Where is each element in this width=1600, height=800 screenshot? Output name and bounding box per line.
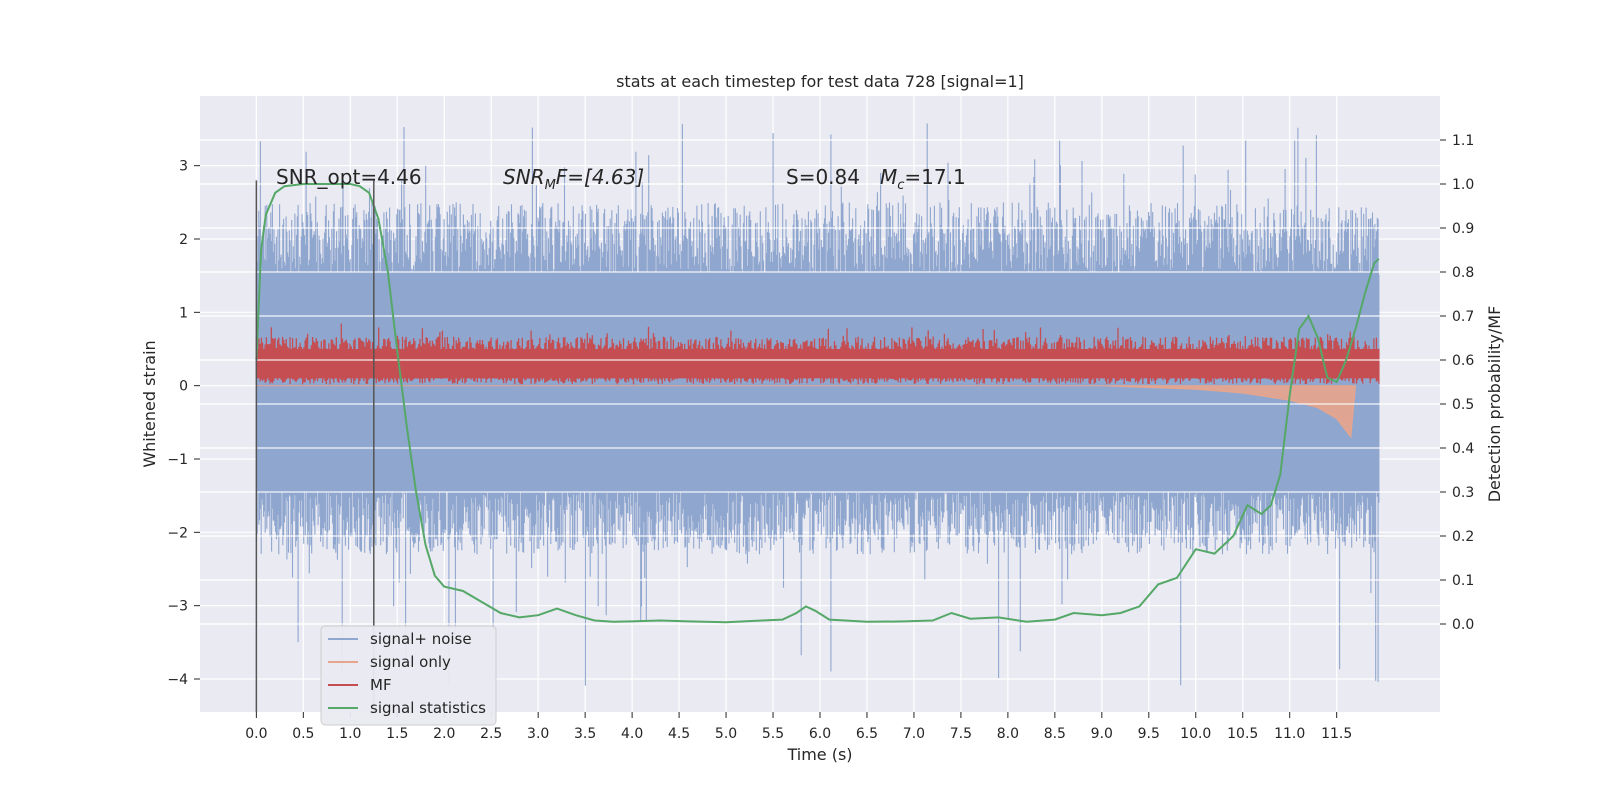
y-tick-label-left: −2 xyxy=(167,525,188,541)
y-tick-label-right: 1.0 xyxy=(1452,177,1474,193)
x-tick-label: 11.5 xyxy=(1321,726,1352,742)
y-tick-label-right: 0.1 xyxy=(1452,573,1474,589)
x-tick-label: 8.5 xyxy=(1044,726,1066,742)
legend-label-mf: MF xyxy=(370,676,392,694)
annotation-s: S=0.84 xyxy=(786,165,860,189)
x-tick-label: 8.0 xyxy=(997,726,1019,742)
x-tick-label: 1.0 xyxy=(339,726,361,742)
legend-label-signal-statistics: signal statistics xyxy=(370,699,486,717)
x-tick-label: 3.5 xyxy=(574,726,596,742)
x-tick-label: 9.5 xyxy=(1138,726,1160,742)
y-tick-label-right: 0.2 xyxy=(1452,529,1474,545)
y-tick-label-right: 1.1 xyxy=(1452,133,1474,149)
x-tick-label: 10.0 xyxy=(1180,726,1211,742)
annotation-snr-opt: SNR_opt=4.46 xyxy=(276,165,422,189)
y-tick-label-left: −1 xyxy=(167,452,188,468)
x-tick-label: 2.5 xyxy=(480,726,502,742)
y-tick-label-left: 3 xyxy=(179,159,188,175)
x-tick-label: 7.5 xyxy=(950,726,972,742)
y-tick-label-right: 0.5 xyxy=(1452,397,1474,413)
x-tick-label: 4.0 xyxy=(621,726,643,742)
x-tick-labels: 0.0 0.5 1.0 1.5 2.0 2.5 3.0 3.5 4.0 4.5 5.0 5.5 6.0 6… xyxy=(245,712,1352,742)
y-tick-label-left: 0 xyxy=(179,379,188,395)
series-layer xyxy=(200,123,1440,686)
y-tick-label-right: 0.4 xyxy=(1452,441,1474,457)
y-tick-label-left: −3 xyxy=(167,599,188,615)
legend-label-signal-only: signal only xyxy=(370,653,451,671)
x-tick-label: 10.5 xyxy=(1227,726,1258,742)
x-tick-label: 5.0 xyxy=(715,726,737,742)
y-tick-label-right: 0.9 xyxy=(1452,221,1474,237)
x-tick-label: 2.0 xyxy=(433,726,455,742)
y-tick-labels-left: 3 2 1 0 −1 −2 −3 −4 xyxy=(167,159,200,688)
x-axis-label: Time (s) xyxy=(786,745,852,764)
signal-statistics-series xyxy=(255,183,1380,624)
x-tick-label: 6.5 xyxy=(856,726,878,742)
x-tick-label: 5.5 xyxy=(762,726,784,742)
y-tick-label-right: 0.7 xyxy=(1452,309,1474,325)
annotation-mc: Mc=17.1 xyxy=(880,165,966,193)
x-tick-label: 3.0 xyxy=(527,726,549,742)
vertical-markers xyxy=(255,180,375,712)
x-tick-label: 9.0 xyxy=(1091,726,1113,742)
legend-box xyxy=(320,625,497,726)
x-tick-label: 11.0 xyxy=(1274,726,1305,742)
y-tick-label-left: 2 xyxy=(179,232,188,248)
y-tick-label-left: −4 xyxy=(167,672,188,688)
y-tick-label-right: 0.6 xyxy=(1452,353,1474,369)
y-tick-labels-right: 1.1 1.0 0.9 0.8 0.7 0.6 0.5 0.4 0.3 0.2 0.1 0.0 xyxy=(1440,133,1474,633)
x-tick-label: 0.5 xyxy=(292,726,314,742)
chart-title: stats at each timestep for test data 728… xyxy=(616,72,1024,91)
y-tick-label-right: 0.3 xyxy=(1452,485,1474,501)
y-axis-label-left: Whitened strain xyxy=(140,340,159,467)
annotation-snr-mf: SNRMF=[4.63] xyxy=(503,165,644,193)
x-tick-label: 4.5 xyxy=(668,726,690,742)
x-tick-label: 6.0 xyxy=(809,726,831,742)
legend-label-signal-noise: signal+ noise xyxy=(370,630,472,648)
y-tick-label-left: 1 xyxy=(179,305,188,321)
y-tick-label-right: 0.0 xyxy=(1452,617,1474,633)
x-tick-label: 0.0 xyxy=(245,726,267,742)
y-tick-label-right: 0.8 xyxy=(1452,265,1474,281)
legend: signal+ noise signal only MF signal stat… xyxy=(320,625,497,726)
x-tick-label: 1.5 xyxy=(386,726,408,742)
y-axis-label-right: Detection probability/MF xyxy=(1485,306,1504,503)
x-tick-label: 7.0 xyxy=(903,726,925,742)
